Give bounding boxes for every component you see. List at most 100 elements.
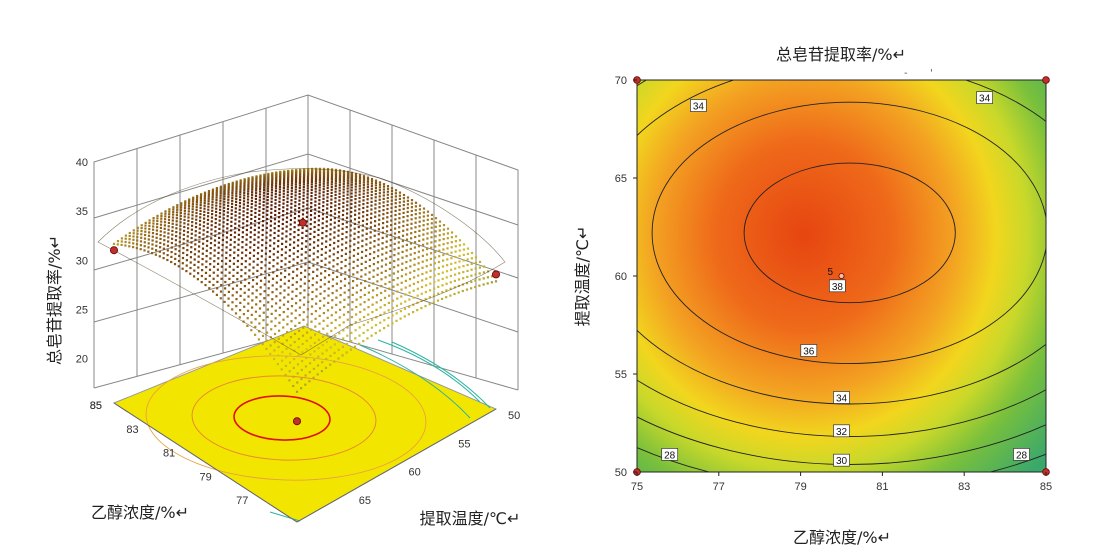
mesh-dot	[347, 282, 351, 285]
mesh-dot	[203, 202, 206, 205]
mesh-dot	[375, 294, 379, 297]
mesh-dot	[293, 226, 296, 229]
mesh-dot	[241, 251, 244, 254]
mesh-dot	[406, 206, 409, 210]
mesh-dot	[304, 263, 307, 266]
mesh-dot	[424, 297, 427, 301]
mesh-dot	[258, 196, 261, 199]
mesh-dot	[232, 281, 235, 284]
mesh-dot	[338, 324, 341, 327]
mesh-dot	[263, 182, 266, 185]
mesh-dot	[298, 321, 301, 324]
mesh-dot	[283, 180, 286, 183]
mesh-dot	[367, 298, 370, 301]
mesh-dot	[148, 231, 151, 234]
mesh-dot	[341, 345, 344, 348]
mesh-dot	[189, 256, 192, 259]
mesh-dot	[271, 175, 274, 178]
mesh-dot	[257, 241, 260, 244]
mesh-dot	[358, 182, 361, 185]
mesh-dot	[259, 293, 262, 296]
mesh-dot	[228, 284, 231, 287]
mesh-dot	[322, 170, 326, 173]
contour-label: 34	[693, 102, 705, 113]
mesh-dot	[305, 215, 308, 218]
mesh-dot	[294, 194, 297, 197]
mesh-dot	[298, 177, 302, 180]
mesh-dot	[175, 220, 178, 223]
mesh-dot	[418, 212, 421, 215]
mesh-dot	[365, 232, 368, 235]
mesh-dot	[260, 249, 264, 252]
mesh-dot	[292, 366, 295, 369]
mesh-dot	[231, 196, 234, 200]
mesh-dot	[273, 341, 276, 344]
mesh-dot	[199, 196, 202, 200]
mesh-dot	[323, 276, 327, 279]
mesh-dot	[282, 206, 285, 209]
mesh-dot	[356, 264, 359, 267]
mesh-dot	[334, 197, 337, 200]
mesh-dot	[302, 188, 305, 191]
mesh-dot	[458, 244, 461, 247]
mesh-dot	[275, 174, 278, 177]
mesh-dot	[199, 201, 202, 204]
mesh-dot	[396, 270, 400, 273]
mesh-dot	[310, 183, 313, 186]
mesh-dot	[241, 236, 244, 239]
mesh-dot	[345, 241, 348, 244]
mesh-dot	[310, 209, 313, 212]
mesh-dot	[386, 185, 390, 188]
mesh-dot	[373, 229, 376, 232]
mesh-dot	[237, 243, 240, 246]
mesh-dot	[398, 226, 401, 229]
mesh-dot	[170, 246, 173, 249]
mesh-dot	[198, 231, 201, 234]
mesh-dot	[347, 303, 350, 306]
mesh-dot	[318, 170, 322, 173]
mesh-dot	[239, 199, 242, 202]
mesh-dot	[296, 244, 300, 247]
mesh-dot	[418, 239, 421, 242]
mesh-dot	[342, 198, 345, 201]
mesh-dot	[438, 239, 441, 242]
mesh-dot	[280, 254, 283, 257]
mesh-dot	[354, 213, 357, 216]
mesh-dot	[290, 202, 293, 205]
mesh-dot	[461, 289, 464, 293]
mesh-dot	[181, 256, 185, 260]
mesh-dot	[247, 192, 250, 195]
mesh-dot	[166, 244, 169, 247]
mesh-dot	[211, 188, 215, 191]
mesh-dot	[436, 299, 440, 302]
mesh-dot	[390, 199, 393, 202]
mesh-dot	[373, 251, 376, 254]
mesh-dot	[228, 271, 231, 274]
mesh-dot	[231, 308, 234, 311]
mesh-dot	[207, 205, 210, 208]
mesh-dot	[346, 182, 349, 185]
mesh-dot	[384, 276, 387, 279]
mesh-dot	[322, 191, 325, 194]
mesh-dot	[316, 250, 319, 253]
mesh-dot	[365, 249, 368, 252]
mesh-dot	[303, 173, 306, 176]
mesh-dot	[334, 319, 337, 322]
mesh-dot	[236, 271, 239, 274]
mesh-dot	[143, 245, 146, 248]
mesh-dot	[246, 220, 249, 223]
mesh-dot	[298, 203, 301, 206]
mesh-dot	[400, 295, 403, 298]
mesh-dot	[201, 247, 205, 250]
mesh-dot	[425, 265, 428, 268]
mesh-dot	[298, 187, 301, 190]
mesh-dot	[326, 186, 329, 190]
mesh-dot	[237, 254, 240, 257]
mesh-dot	[278, 211, 281, 215]
mesh-dot	[330, 202, 333, 205]
mesh-dot	[179, 228, 182, 231]
mesh-dot	[272, 247, 276, 250]
mesh-dot	[372, 257, 376, 260]
mesh-dot	[336, 251, 339, 254]
